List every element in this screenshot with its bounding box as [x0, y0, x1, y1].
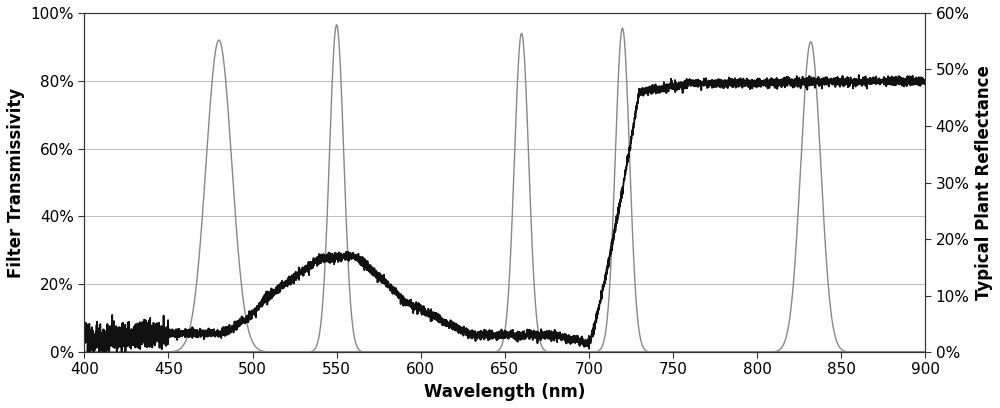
X-axis label: Wavelength (nm): Wavelength (nm)	[424, 383, 585, 401]
Y-axis label: Filter Transmissivity: Filter Transmissivity	[7, 87, 25, 277]
Y-axis label: Typical Plant Reflectance: Typical Plant Reflectance	[975, 65, 993, 300]
